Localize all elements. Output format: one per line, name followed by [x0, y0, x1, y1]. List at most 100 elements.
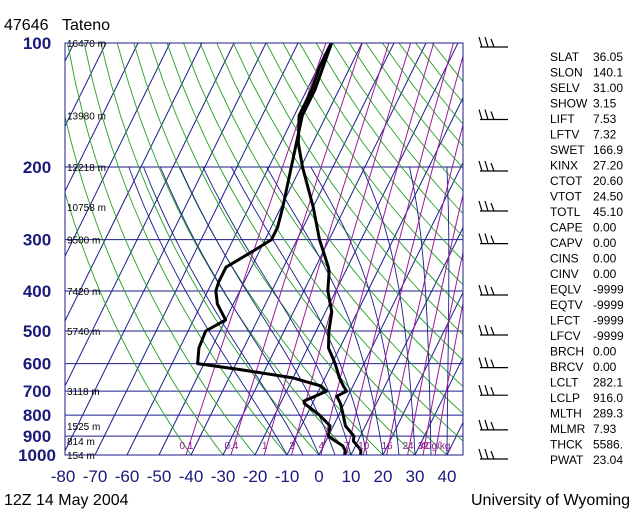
index-label: CTOT: [550, 174, 583, 188]
temperature-tick-label: 40: [438, 467, 457, 486]
index-label: SWET: [550, 143, 585, 157]
mixing-ratio-line: [185, 43, 327, 455]
wind-barb-icon: [478, 36, 508, 48]
index-label: TOTL: [550, 205, 581, 219]
index-label: CINV: [550, 267, 579, 281]
isotherm-line: [65, 43, 203, 323]
wind-barb-icon: [478, 160, 508, 172]
temperature-tick-label: -10: [275, 467, 300, 486]
index-value: 24.50: [593, 190, 623, 204]
index-value: -9999: [593, 283, 624, 297]
pressure-tick-label: 200: [23, 158, 51, 177]
height-label: 7420 m: [67, 287, 100, 298]
index-value: 7.93: [593, 422, 617, 436]
moist-adiabat-line: [230, 166, 368, 455]
wind-barb-icon: [478, 419, 508, 431]
dry-adiabat-line: [166, 43, 448, 455]
height-label: 12218 m: [67, 163, 106, 174]
wind-barb-icon: [478, 357, 508, 369]
data-source: University of Wyoming: [471, 492, 630, 509]
index-value: 0.00: [593, 236, 617, 250]
height-labels: 16470 m 13980 m 12218 m 10758 m 9500 m 7420 m…: [67, 39, 106, 462]
index-value: -9999: [593, 298, 624, 312]
height-label: 1525 m: [67, 422, 100, 433]
dry-adiabat-line: [67, 43, 256, 455]
pressure-tick-label: 500: [23, 322, 51, 341]
height-label: 9500 m: [67, 236, 100, 247]
dry-adiabat-line: [232, 43, 463, 361]
moist-adiabat-line: [446, 166, 450, 455]
stability-indices: SLAT 36.05 SLON 140.1 SELV 31.00 SHOW 3.15 LIFT 7…: [550, 50, 624, 467]
index-value: 23.04: [593, 453, 623, 467]
pressure-tick-label: 300: [23, 231, 51, 250]
isotherm-line: [414, 356, 463, 455]
isotherm-line: [318, 161, 463, 455]
height-label: 5740 m: [67, 327, 100, 338]
isotherm-line: [65, 43, 171, 258]
mixing-ratio-label: 1: [262, 441, 268, 452]
plot-frame: [64, 42, 464, 456]
isotherm-line: [126, 43, 331, 455]
dewpoint-profile-line: [196, 43, 347, 455]
index-value: 20.60: [593, 174, 623, 188]
index-label: BRCH: [550, 345, 584, 359]
index-value: 289.3: [593, 407, 623, 421]
index-value: 45.10: [593, 205, 623, 219]
dry-adiabat-line: [116, 43, 352, 455]
index-label: CAPE: [550, 221, 583, 235]
wind-barb-icon: [478, 448, 508, 460]
index-label: EQTV: [550, 298, 583, 312]
temperature-tick-label: -80: [51, 467, 76, 486]
mixing-ratio-line: [345, 43, 454, 455]
temperature-tick-label: -70: [83, 467, 108, 486]
index-label: SHOW: [550, 97, 588, 111]
mixing-ratio-label: 0.4: [224, 441, 238, 452]
index-label: LCLT: [550, 376, 579, 390]
mixing-ratio-label: 7: [344, 441, 350, 452]
index-label: PWAT: [550, 453, 584, 467]
wind-barbs: [478, 36, 508, 460]
dry-adiabat-line: [149, 43, 416, 455]
index-label: BRCV: [550, 360, 583, 374]
wind-barb-icon: [478, 109, 508, 121]
temperature-tick-label: 20: [374, 467, 393, 486]
moist-adiabat-line: [310, 166, 400, 455]
isotherm-line: [382, 291, 463, 455]
dry-adiabat-line: [332, 43, 463, 215]
height-label: 13980 m: [67, 112, 106, 123]
station-id: 47646: [4, 17, 49, 34]
moist-adiabat-line: [202, 166, 352, 455]
temperature-tick-label: 30: [406, 467, 425, 486]
index-label: CAPV: [550, 236, 583, 250]
index-value: 0.00: [593, 360, 617, 374]
mixing-ratio-label: 32: [418, 441, 430, 452]
moist-adiabat-line: [266, 166, 384, 455]
dry-adiabat-line: [65, 191, 192, 455]
mixing-ratio-line: [386, 122, 463, 455]
index-label: LIFT: [550, 112, 575, 126]
index-value: 0.00: [593, 267, 617, 281]
chart-grid: [65, 43, 463, 455]
mixing-ratio-label: 4: [319, 441, 325, 452]
wind-barb-icon: [478, 324, 508, 336]
temperature-tick-label: -60: [115, 467, 140, 486]
mixing-ratio-line: [407, 192, 463, 455]
mixing-ratio-line: [263, 43, 390, 455]
index-value: 3.15: [593, 97, 617, 111]
mixing-ratio-line: [230, 43, 363, 455]
height-label: 814 m: [67, 437, 95, 448]
isotherm-line: [65, 43, 267, 453]
index-value: 7.53: [593, 112, 617, 126]
index-value: 140.1: [593, 66, 623, 80]
index-value: 0.00: [593, 345, 617, 359]
temperature-tick-label: -20: [243, 467, 268, 486]
index-label: LCLP: [550, 391, 580, 405]
dry-adiabat-line: [266, 43, 463, 310]
mixing-ratio-label: 0.1: [180, 441, 194, 452]
index-value: 7.32: [593, 128, 617, 142]
mixing-ratio-label: 16: [381, 441, 393, 452]
isotherm-line: [158, 43, 363, 455]
moist-adiabat-line: [159, 166, 320, 455]
